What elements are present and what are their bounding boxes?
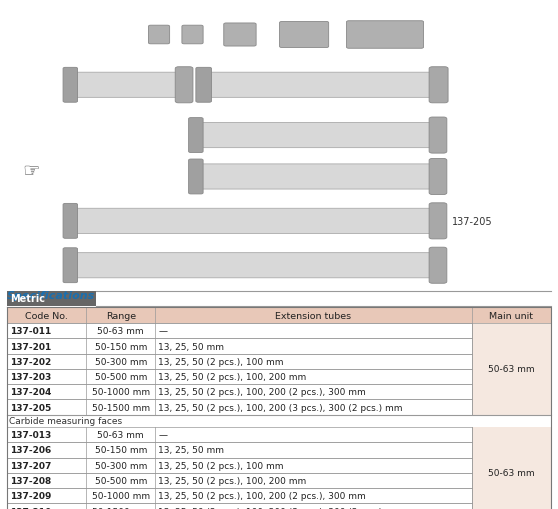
Text: 137-205: 137-205 — [452, 216, 493, 227]
FancyBboxPatch shape — [63, 68, 78, 103]
Text: 50-63 mm: 50-63 mm — [98, 327, 144, 335]
FancyBboxPatch shape — [206, 73, 435, 98]
Text: 50-150 mm: 50-150 mm — [95, 342, 147, 351]
Text: 137-206: 137-206 — [10, 445, 51, 455]
FancyBboxPatch shape — [73, 209, 435, 234]
FancyBboxPatch shape — [148, 26, 170, 45]
FancyBboxPatch shape — [429, 159, 447, 195]
Text: 50-63 mm: 50-63 mm — [488, 468, 535, 477]
Bar — [7, 291, 96, 306]
Text: Specifications: Specifications — [7, 291, 95, 301]
FancyBboxPatch shape — [196, 68, 211, 103]
FancyBboxPatch shape — [429, 68, 448, 104]
FancyBboxPatch shape — [63, 204, 78, 239]
Text: Main unit: Main unit — [489, 311, 533, 320]
Text: 13, 25, 50 (2 pcs.), 100, 200 (3 pcs.), 300 (2 pcs.) mm: 13, 25, 50 (2 pcs.), 100, 200 (3 pcs.), … — [158, 506, 403, 509]
Text: 50-500 mm: 50-500 mm — [95, 373, 147, 381]
Text: 137-207: 137-207 — [10, 461, 51, 470]
FancyBboxPatch shape — [429, 248, 447, 284]
Text: 137-203: 137-203 — [10, 373, 51, 381]
Text: Extension tubes: Extension tubes — [275, 311, 352, 320]
FancyBboxPatch shape — [198, 123, 435, 148]
FancyBboxPatch shape — [224, 24, 256, 47]
Text: 50-63 mm: 50-63 mm — [488, 365, 535, 374]
Bar — [7, 339, 472, 354]
Text: 13, 25, 50 (2 pcs.), 100 mm: 13, 25, 50 (2 pcs.), 100 mm — [158, 357, 284, 366]
Bar — [7, 369, 472, 384]
Text: Metric: Metric — [10, 294, 45, 304]
Text: 137-202: 137-202 — [10, 357, 51, 366]
FancyBboxPatch shape — [347, 22, 424, 49]
Text: 50-1000 mm: 50-1000 mm — [92, 387, 150, 397]
Text: 137-208: 137-208 — [10, 476, 51, 485]
Text: 137-013: 137-013 — [10, 431, 51, 439]
FancyBboxPatch shape — [189, 119, 203, 153]
Text: 50-1500 mm: 50-1500 mm — [92, 403, 150, 412]
Text: Range: Range — [106, 311, 136, 320]
Text: —: — — [158, 327, 167, 335]
Text: ☞: ☞ — [22, 162, 40, 181]
Text: 50-63 mm: 50-63 mm — [98, 431, 144, 439]
Text: 13, 25, 50 mm: 13, 25, 50 mm — [158, 445, 224, 455]
Text: 13, 25, 50 (2 pcs.), 100, 200 (2 pcs.), 300 mm: 13, 25, 50 (2 pcs.), 100, 200 (2 pcs.), … — [158, 491, 366, 500]
Bar — [7, 384, 472, 400]
Bar — [7, 307, 551, 324]
Text: Code No.: Code No. — [25, 311, 68, 320]
FancyBboxPatch shape — [189, 160, 203, 194]
Text: 137-205: 137-205 — [10, 403, 51, 412]
Bar — [472, 427, 551, 509]
Text: 13, 25, 50 (2 pcs.), 100 mm: 13, 25, 50 (2 pcs.), 100 mm — [158, 461, 284, 470]
FancyBboxPatch shape — [73, 253, 435, 278]
Text: 50-300 mm: 50-300 mm — [95, 357, 147, 366]
FancyBboxPatch shape — [182, 26, 203, 45]
Bar — [7, 442, 472, 458]
Bar — [7, 458, 472, 473]
Text: Carbide measuring faces: Carbide measuring faces — [9, 416, 123, 426]
Bar — [7, 400, 472, 415]
Text: 13, 25, 50 (2 pcs.), 100, 200 (2 pcs.), 300 mm: 13, 25, 50 (2 pcs.), 100, 200 (2 pcs.), … — [158, 387, 366, 397]
FancyBboxPatch shape — [429, 118, 447, 154]
Text: 50-1500 mm: 50-1500 mm — [92, 506, 150, 509]
Text: 13, 25, 50 (2 pcs.), 100, 200 (3 pcs.), 300 (2 pcs.) mm: 13, 25, 50 (2 pcs.), 100, 200 (3 pcs.), … — [158, 403, 403, 412]
Text: 137-210: 137-210 — [10, 506, 51, 509]
Bar — [7, 324, 472, 339]
Text: 137-201: 137-201 — [10, 342, 51, 351]
Bar — [472, 324, 551, 415]
Bar — [7, 503, 472, 509]
FancyBboxPatch shape — [198, 164, 435, 190]
Text: 50-1000 mm: 50-1000 mm — [92, 491, 150, 500]
Text: 50-150 mm: 50-150 mm — [95, 445, 147, 455]
Bar — [7, 354, 472, 369]
FancyBboxPatch shape — [73, 73, 181, 98]
FancyBboxPatch shape — [429, 204, 447, 239]
Text: 137-011: 137-011 — [10, 327, 51, 335]
Bar — [7, 488, 472, 503]
Bar — [7, 473, 472, 488]
Bar — [7, 427, 472, 442]
Text: —: — — [158, 431, 167, 439]
Text: 50-500 mm: 50-500 mm — [95, 476, 147, 485]
Text: 137-209: 137-209 — [10, 491, 51, 500]
FancyBboxPatch shape — [175, 68, 193, 104]
FancyBboxPatch shape — [63, 248, 78, 283]
FancyBboxPatch shape — [280, 22, 329, 48]
Text: 13, 25, 50 (2 pcs.), 100, 200 mm: 13, 25, 50 (2 pcs.), 100, 200 mm — [158, 373, 307, 381]
Text: 50-300 mm: 50-300 mm — [95, 461, 147, 470]
Text: 13, 25, 50 (2 pcs.), 100, 200 mm: 13, 25, 50 (2 pcs.), 100, 200 mm — [158, 476, 307, 485]
Text: 137-204: 137-204 — [10, 387, 51, 397]
Text: 13, 25, 50 mm: 13, 25, 50 mm — [158, 342, 224, 351]
